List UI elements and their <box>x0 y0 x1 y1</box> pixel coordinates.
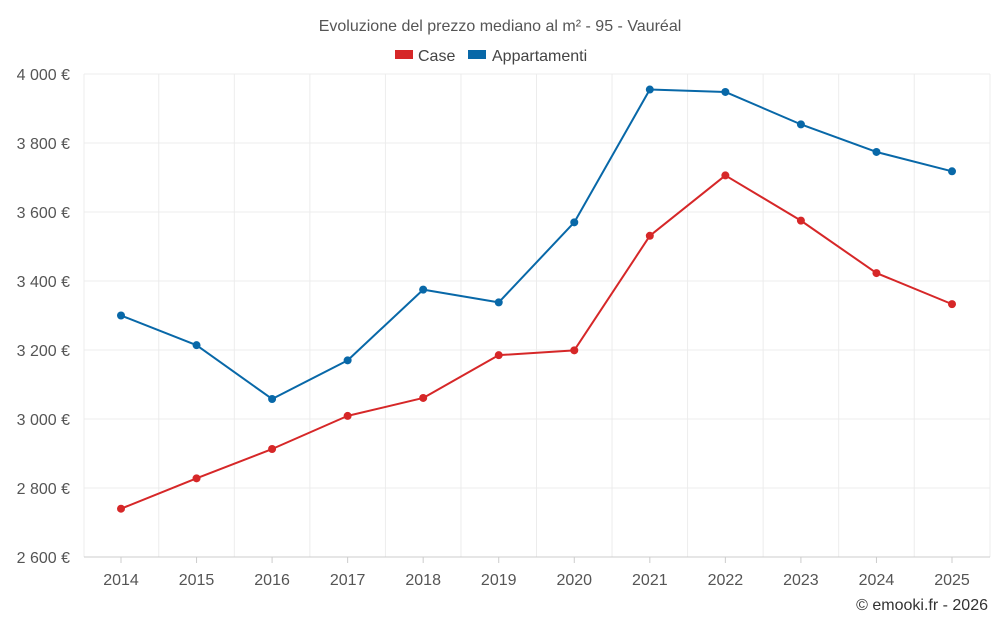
data-point-appartamenti-2022[interactable] <box>721 87 730 96</box>
data-point-appartamenti-2017[interactable] <box>343 356 352 365</box>
data-point-appartamenti-2025[interactable] <box>948 167 956 176</box>
x-tick-label: 2025 <box>934 572 970 589</box>
x-tick-label: 2021 <box>632 572 668 589</box>
data-point-case-2014[interactable] <box>117 504 125 513</box>
series <box>117 85 956 513</box>
credit: © emooki.fr - 2026 <box>856 597 988 614</box>
data-point-appartamenti-2019[interactable] <box>494 298 503 307</box>
series-line-case <box>120 174 953 510</box>
y-tick-label: 3 600 € <box>17 205 70 222</box>
data-point-case-2020[interactable] <box>570 346 579 355</box>
data-point-case-2018[interactable] <box>419 393 428 402</box>
data-point-case-2016[interactable] <box>268 445 277 454</box>
data-point-appartamenti-2023[interactable] <box>796 120 805 129</box>
data-point-case-2017[interactable] <box>343 411 352 420</box>
series-line-appartamenti <box>120 88 953 400</box>
x-tick-label: 2023 <box>783 572 819 589</box>
data-point-appartamenti-2015[interactable] <box>192 341 201 350</box>
x-tick-label: 2019 <box>481 572 517 589</box>
axes: 2 600 € 2 800 € 3 000 € 3 200 € 3 400 € 3 600… <box>17 67 970 589</box>
data-point-case-2025[interactable] <box>948 300 956 309</box>
x-tick-label: 2024 <box>859 572 895 589</box>
data-point-case-2021[interactable] <box>645 231 654 240</box>
y-tick-label: 2 600 € <box>17 550 70 567</box>
data-point-case-2023[interactable] <box>796 216 805 225</box>
x-tick-label: 2015 <box>179 572 215 589</box>
data-point-appartamenti-2024[interactable] <box>872 147 881 156</box>
data-point-case-2022[interactable] <box>721 171 730 180</box>
y-tick-label: 2 800 € <box>17 481 70 498</box>
x-tick-label: 2014 <box>103 572 139 589</box>
data-point-case-2015[interactable] <box>192 474 201 483</box>
x-tick-label: 2018 <box>405 572 441 589</box>
y-tick-label: 3 000 € <box>17 412 70 429</box>
legend-swatch-appartamenti <box>468 50 486 59</box>
data-point-appartamenti-2018[interactable] <box>419 285 428 294</box>
y-tick-label: 3 200 € <box>17 343 70 360</box>
y-tick-label: 3 800 € <box>17 136 70 153</box>
x-tick-label: 2020 <box>556 572 592 589</box>
legend-swatch-case <box>395 50 413 59</box>
data-point-case-2019[interactable] <box>494 351 503 360</box>
x-tick-label: 2022 <box>708 572 744 589</box>
data-point-appartamenti-2020[interactable] <box>570 218 579 227</box>
x-tick-label: 2017 <box>330 572 366 589</box>
data-point-appartamenti-2014[interactable] <box>117 311 125 320</box>
chart-title: Evoluzione del prezzo mediano al m² - 95… <box>319 18 682 35</box>
y-tick-label: 4 000 € <box>17 67 70 84</box>
x-tick-label: 2016 <box>254 572 290 589</box>
data-point-appartamenti-2021[interactable] <box>645 85 654 94</box>
legend-label-appartamenti[interactable]: Appartamenti <box>492 48 587 65</box>
legend: Case Appartamenti <box>395 48 587 65</box>
y-tick-label: 3 400 € <box>17 274 70 291</box>
data-point-appartamenti-2016[interactable] <box>268 394 277 403</box>
data-point-case-2024[interactable] <box>872 269 881 278</box>
grid <box>83 73 991 558</box>
legend-label-case[interactable]: Case <box>418 48 455 65</box>
